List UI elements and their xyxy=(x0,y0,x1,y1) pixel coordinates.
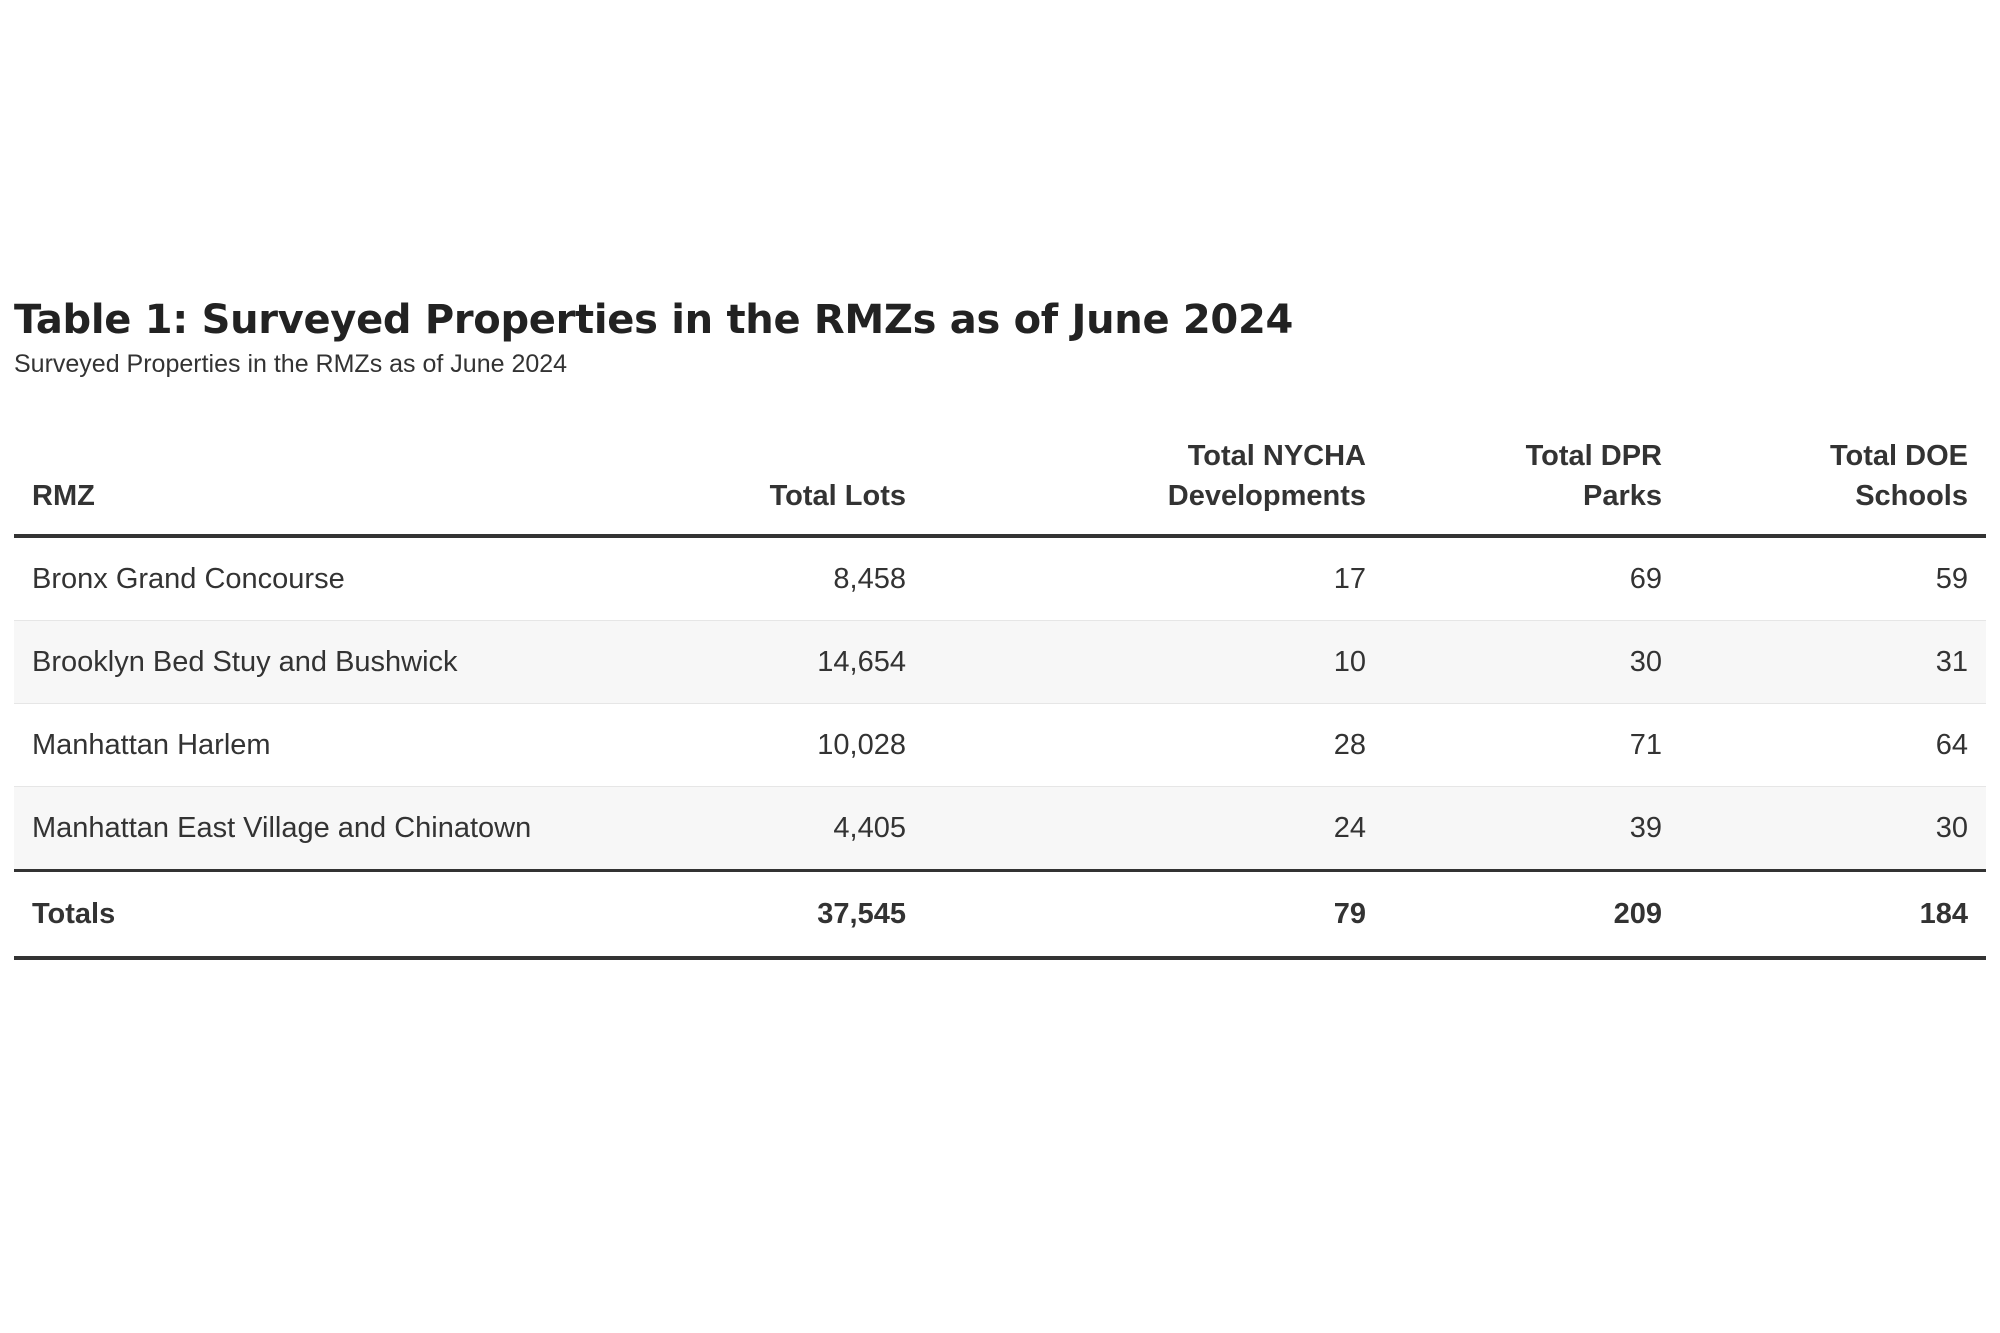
header-total-nycha-line2: Developments xyxy=(1167,480,1366,512)
totals-label: Totals xyxy=(14,870,604,960)
table-title: Table 1: Surveyed Properties in the RMZs… xyxy=(14,297,1294,343)
header-total-dpr-line1: Total DPR xyxy=(1525,440,1662,472)
cell-total-lots: 8,458 xyxy=(604,536,924,621)
header-total-doe-line1: Total DOE xyxy=(1829,440,1968,472)
cell-total-nycha: 24 xyxy=(924,786,1384,872)
cell-total-nycha: 10 xyxy=(924,620,1384,704)
header-total-doe-line2: Schools xyxy=(1855,480,1968,512)
header-rmz-label: RMZ xyxy=(32,480,95,512)
cell-total-nycha: 17 xyxy=(924,536,1384,621)
cell-total-dpr: 30 xyxy=(1384,620,1680,704)
table-row: Manhattan East Village and Chinatown 4,4… xyxy=(14,786,1986,872)
cell-rmz: Brooklyn Bed Stuy and Bushwick xyxy=(14,620,604,704)
table-row: Bronx Grand Concourse 8,458 17 69 59 xyxy=(14,536,1986,621)
cell-rmz: Manhattan Harlem xyxy=(14,703,604,787)
header-total-lots: Total Lots xyxy=(604,436,924,538)
table-row: Manhattan Harlem 10,028 28 71 64 xyxy=(14,703,1986,787)
totals-nycha: 79 xyxy=(924,870,1384,960)
table-subtitle: Surveyed Properties in the RMZs as of Ju… xyxy=(14,350,568,378)
cell-total-lots: 10,028 xyxy=(604,703,924,787)
cell-total-doe: 30 xyxy=(1680,786,1986,872)
cell-total-dpr: 39 xyxy=(1384,786,1680,872)
cell-total-lots: 14,654 xyxy=(604,620,924,704)
cell-total-doe: 59 xyxy=(1680,536,1986,621)
cell-total-nycha: 28 xyxy=(924,703,1384,787)
table-row: Brooklyn Bed Stuy and Bushwick 14,654 10… xyxy=(14,620,1986,704)
cell-total-doe: 64 xyxy=(1680,703,1986,787)
cell-total-doe: 31 xyxy=(1680,620,1986,704)
header-total-lots-label: Total Lots xyxy=(769,480,906,512)
table-figure: Table 1: Surveyed Properties in the RMZs… xyxy=(14,296,1986,960)
header-total-dpr-line2: Parks xyxy=(1582,480,1662,512)
totals-dpr: 209 xyxy=(1384,870,1680,960)
cell-total-lots: 4,405 xyxy=(604,786,924,872)
totals-lots: 37,545 xyxy=(604,870,924,960)
header-total-dpr: Total DPR Parks xyxy=(1384,436,1680,538)
header-total-doe: Total DOE Schools xyxy=(1680,436,1986,538)
header-total-nycha-line1: Total NYCHA xyxy=(1187,440,1366,472)
totals-doe: 184 xyxy=(1680,870,1986,960)
cell-total-dpr: 71 xyxy=(1384,703,1680,787)
cell-rmz: Manhattan East Village and Chinatown xyxy=(14,786,604,872)
cell-total-dpr: 69 xyxy=(1384,536,1680,621)
header-rmz: RMZ xyxy=(14,436,604,538)
totals-row: Totals 37,545 79 209 184 xyxy=(14,870,1986,960)
table-header-row: RMZ Total Lots Total NYCHA Developments … xyxy=(14,436,1986,538)
properties-table: RMZ Total Lots Total NYCHA Developments … xyxy=(14,436,1986,960)
cell-rmz: Bronx Grand Concourse xyxy=(14,536,604,621)
header-total-nycha: Total NYCHA Developments xyxy=(924,436,1384,538)
